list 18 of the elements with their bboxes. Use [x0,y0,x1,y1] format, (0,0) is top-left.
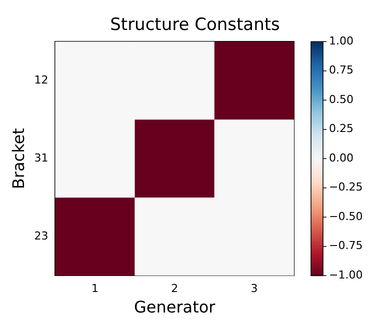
y-tick-label: 23 [34,229,48,242]
x-tick-label: 3 [250,282,258,296]
color-bar-label: 0.50 [329,92,354,106]
color-bar-label: −0.25 [329,180,363,194]
chart-title: Structure Constants [110,14,280,35]
x-tick-label: 2 [171,282,178,296]
color-bar-label: 0.00 [329,151,354,164]
y-axis-title: Bracket [8,128,28,190]
y-tick-label: 31 [34,151,48,164]
color-bar-label: −0.50 [329,210,363,223]
y-tick-label: 12 [34,73,48,86]
color-bar-label: −0.75 [329,239,363,252]
x-axis-title: Generator [134,298,216,317]
color-bar-label: 0.25 [329,122,354,136]
color-bar-label: 0.75 [329,64,354,77]
color-bar-label: −1.00 [329,268,363,282]
x-tick-label: 1 [92,282,98,296]
color-bar-label: 1.00 [329,34,354,48]
